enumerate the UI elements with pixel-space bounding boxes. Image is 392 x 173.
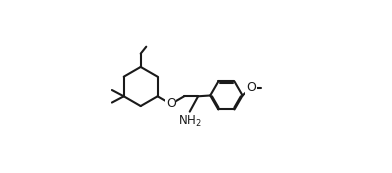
Text: O: O (246, 81, 256, 94)
Text: NH$_2$: NH$_2$ (178, 114, 201, 129)
Text: O: O (166, 97, 176, 111)
